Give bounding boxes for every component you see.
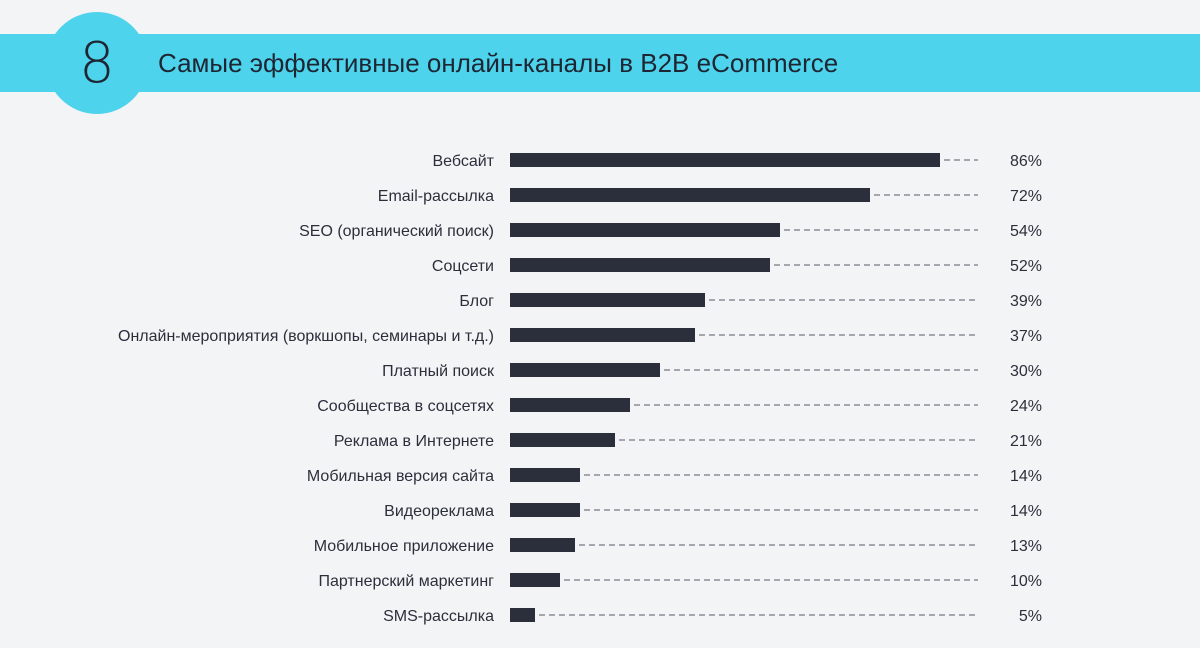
bar — [510, 363, 660, 377]
category-label: Соцсети — [432, 258, 494, 275]
category-label: Платный поиск — [382, 363, 495, 380]
bar — [510, 608, 535, 622]
category-label: Email-рассылка — [378, 188, 494, 205]
value-label: 37% — [1010, 328, 1042, 345]
value-label: 54% — [1010, 223, 1042, 240]
value-label: 30% — [1010, 363, 1042, 380]
section-number-badge: 8 — [46, 12, 148, 114]
value-label: 72% — [1010, 188, 1042, 205]
value-label: 5% — [1019, 608, 1042, 625]
category-label: Мобильное приложение — [314, 538, 494, 555]
bar — [510, 573, 560, 587]
bar — [510, 468, 580, 482]
category-label: Видеореклама — [384, 503, 494, 520]
category-label: Блог — [459, 293, 494, 310]
category-label: Мобильная версия сайта — [307, 468, 494, 485]
category-label: Онлайн-мероприятия (воркшопы, семинары и… — [118, 328, 494, 345]
bar — [510, 538, 575, 552]
bar — [510, 503, 580, 517]
category-label: SEO (органический поиск) — [299, 223, 494, 240]
value-label: 52% — [1010, 258, 1042, 275]
header-band — [0, 34, 1200, 92]
value-label: 39% — [1010, 293, 1042, 310]
value-label: 14% — [1010, 468, 1042, 485]
value-label: 21% — [1010, 433, 1042, 450]
category-label: SMS-рассылка — [383, 608, 494, 625]
value-label: 13% — [1010, 538, 1042, 555]
value-label: 24% — [1010, 398, 1042, 415]
category-label: Партнерский маркетинг — [318, 573, 494, 590]
category-label: Сообщества в соцсетях — [317, 398, 494, 415]
bar — [510, 188, 870, 202]
bar — [510, 223, 780, 237]
bar — [510, 293, 705, 307]
value-label: 86% — [1010, 153, 1042, 170]
bar — [510, 328, 695, 342]
value-label: 14% — [1010, 503, 1042, 520]
bar — [510, 398, 630, 412]
category-label: Вебсайт — [432, 153, 494, 170]
page-title: Самые эффективные онлайн-каналы в B2B eC… — [158, 48, 839, 78]
bar — [510, 258, 770, 272]
value-label: 10% — [1010, 573, 1042, 590]
bar — [510, 153, 940, 167]
bar — [510, 433, 615, 447]
category-label: Реклама в Интернете — [334, 433, 494, 450]
